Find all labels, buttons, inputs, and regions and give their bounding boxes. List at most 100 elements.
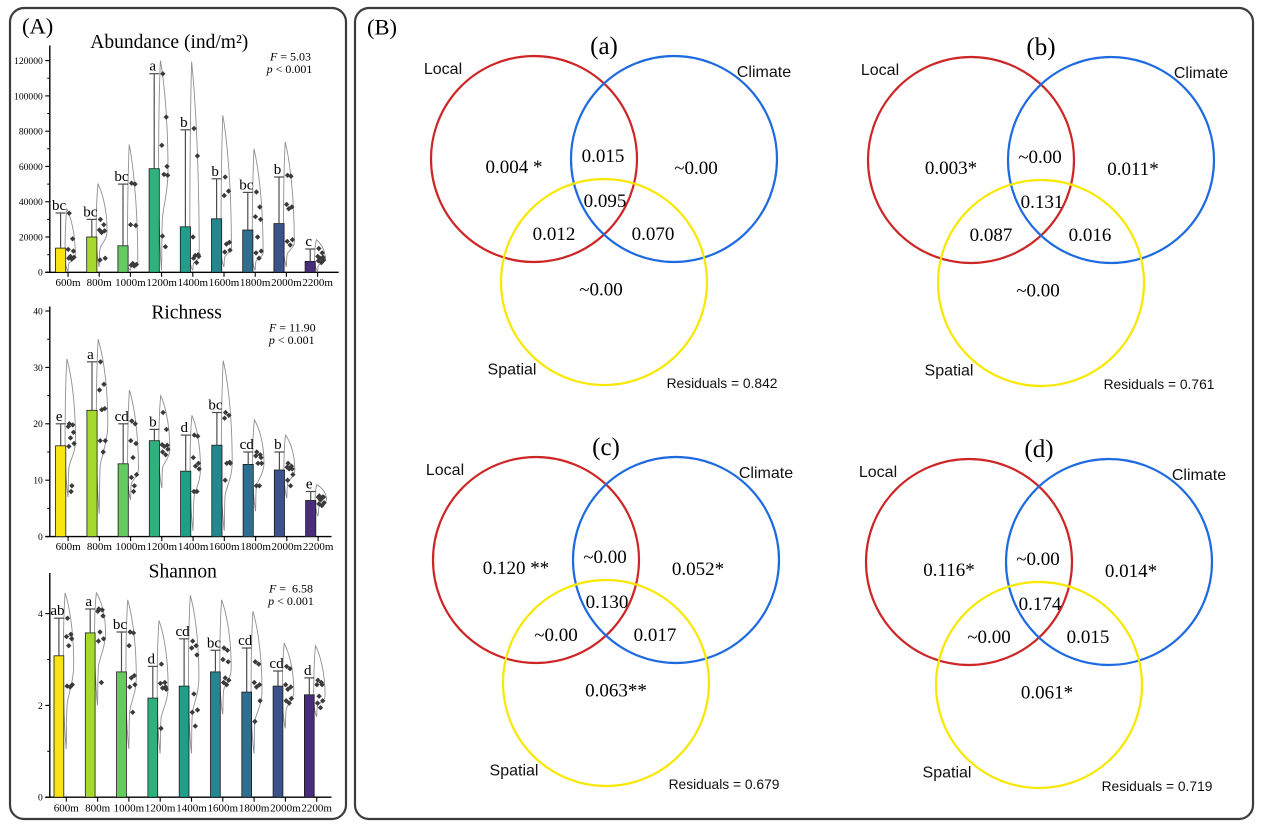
- svg-text:0.116*: 0.116*: [923, 560, 975, 581]
- svg-text:2: 2: [38, 701, 43, 712]
- svg-text:1000m: 1000m: [115, 277, 146, 289]
- svg-text:0.120 **: 0.120 **: [483, 558, 550, 579]
- svg-text:F = 11.90: F = 11.90: [268, 321, 316, 335]
- svg-text:120000: 120000: [14, 56, 43, 67]
- svg-text:~0.00: ~0.00: [967, 627, 1011, 648]
- svg-text:Local: Local: [861, 62, 899, 79]
- svg-text:1800m: 1800m: [240, 541, 271, 553]
- svg-text:1800m: 1800m: [240, 277, 271, 289]
- svg-text:Climate: Climate: [737, 64, 791, 81]
- svg-text:b: b: [274, 162, 282, 178]
- svg-text:p < 0.001: p < 0.001: [267, 594, 314, 608]
- svg-text:1200m: 1200m: [147, 541, 178, 553]
- svg-text:F = 6.58: F = 6.58: [268, 581, 313, 595]
- svg-text:(c): (c): [592, 434, 620, 461]
- svg-text:0.131: 0.131: [1021, 192, 1064, 213]
- svg-text:~0.00: ~0.00: [534, 625, 578, 646]
- svg-text:0.014*: 0.014*: [1105, 561, 1157, 582]
- svg-text:Abundance (ind/m²): Abundance (ind/m²): [90, 32, 248, 53]
- svg-text:0.016: 0.016: [1069, 225, 1112, 246]
- svg-text:1200m: 1200m: [145, 803, 176, 815]
- svg-text:0.063**: 0.063**: [585, 681, 647, 702]
- svg-text:0: 0: [38, 268, 43, 279]
- svg-text:~0.00: ~0.00: [1018, 147, 1062, 168]
- svg-text:e: e: [306, 477, 313, 493]
- svg-text:0.174: 0.174: [1019, 594, 1062, 615]
- svg-text:b: b: [149, 414, 157, 430]
- svg-text:30: 30: [33, 363, 43, 374]
- svg-text:Spatial: Spatial: [490, 763, 539, 780]
- svg-text:(B): (B): [367, 15, 397, 40]
- svg-text:80000: 80000: [19, 127, 43, 138]
- svg-text:0.012: 0.012: [533, 224, 576, 245]
- svg-text:bc: bc: [207, 635, 222, 651]
- svg-text:1000m: 1000m: [115, 541, 146, 553]
- svg-text:2000m: 2000m: [270, 803, 301, 815]
- svg-text:d: d: [180, 420, 188, 436]
- svg-text:100000: 100000: [14, 91, 43, 102]
- svg-text:(b): (b): [1026, 34, 1055, 61]
- svg-text:bc: bc: [52, 198, 67, 214]
- svg-text:600m: 600m: [55, 277, 81, 289]
- svg-text:0: 0: [38, 793, 43, 804]
- svg-text:~0.00: ~0.00: [579, 280, 623, 301]
- svg-text:~0.00: ~0.00: [1016, 549, 1060, 570]
- svg-text:b: b: [274, 437, 282, 453]
- svg-text:0.087: 0.087: [970, 225, 1013, 246]
- svg-text:Residuals = 0.679: Residuals = 0.679: [669, 777, 780, 792]
- svg-text:p < 0.001: p < 0.001: [268, 333, 315, 347]
- svg-text:1400m: 1400m: [178, 277, 209, 289]
- svg-text:0.004 *: 0.004 *: [486, 157, 543, 178]
- svg-text:Local: Local: [426, 462, 464, 479]
- svg-text:40000: 40000: [19, 197, 43, 208]
- svg-text:Local: Local: [424, 61, 462, 78]
- svg-text:60000: 60000: [19, 162, 43, 173]
- svg-text:d: d: [148, 651, 156, 667]
- svg-text:cd: cd: [240, 437, 255, 453]
- svg-text:1000m: 1000m: [114, 803, 145, 815]
- svg-text:b: b: [180, 115, 188, 131]
- svg-text:4: 4: [38, 609, 43, 620]
- svg-text:Spatial: Spatial: [923, 765, 972, 782]
- svg-text:1600m: 1600m: [208, 803, 239, 815]
- svg-text:(A): (A): [22, 14, 53, 39]
- svg-text:600m: 600m: [54, 803, 80, 815]
- svg-text:bc: bc: [114, 169, 129, 185]
- svg-text:cd: cd: [115, 409, 130, 425]
- svg-text:bc: bc: [83, 204, 98, 220]
- svg-text:Shannon: Shannon: [149, 562, 218, 583]
- svg-text:e: e: [56, 409, 63, 425]
- svg-text:Climate: Climate: [1172, 467, 1226, 484]
- svg-text:cd: cd: [238, 633, 253, 649]
- svg-text:Climate: Climate: [1174, 65, 1228, 82]
- svg-text:800m: 800m: [87, 541, 113, 553]
- svg-text:2000m: 2000m: [272, 541, 303, 553]
- svg-text:a: a: [149, 59, 156, 75]
- svg-text:0.061*: 0.061*: [1021, 683, 1073, 704]
- svg-text:1800m: 1800m: [239, 803, 270, 815]
- svg-text:bc: bc: [239, 177, 254, 193]
- svg-text:bc: bc: [208, 398, 223, 414]
- svg-text:Residuals = 0.842: Residuals = 0.842: [667, 376, 778, 391]
- svg-text:(d): (d): [1024, 436, 1053, 463]
- svg-text:0.011*: 0.011*: [1107, 159, 1159, 180]
- svg-text:~0.00: ~0.00: [583, 547, 627, 568]
- svg-text:800m: 800m: [87, 277, 113, 289]
- svg-text:bc: bc: [113, 617, 128, 633]
- svg-text:1600m: 1600m: [209, 277, 240, 289]
- svg-text:0.015: 0.015: [1067, 627, 1110, 648]
- svg-text:0.095: 0.095: [584, 191, 627, 212]
- svg-text:800m: 800m: [85, 803, 111, 815]
- svg-text:ab: ab: [50, 603, 64, 619]
- svg-text:~0.00: ~0.00: [674, 158, 718, 179]
- svg-text:20000: 20000: [19, 232, 43, 243]
- svg-text:Local: Local: [859, 464, 897, 481]
- svg-text:0.015: 0.015: [582, 146, 625, 167]
- svg-text:Residuals = 0.761: Residuals = 0.761: [1104, 377, 1215, 392]
- svg-text:2200m: 2200m: [302, 277, 333, 289]
- svg-text:Spatial: Spatial: [488, 362, 537, 379]
- svg-text:0: 0: [38, 532, 43, 543]
- svg-text:2200m: 2200m: [303, 541, 334, 553]
- svg-text:2200m: 2200m: [301, 803, 332, 815]
- svg-text:1400m: 1400m: [178, 541, 209, 553]
